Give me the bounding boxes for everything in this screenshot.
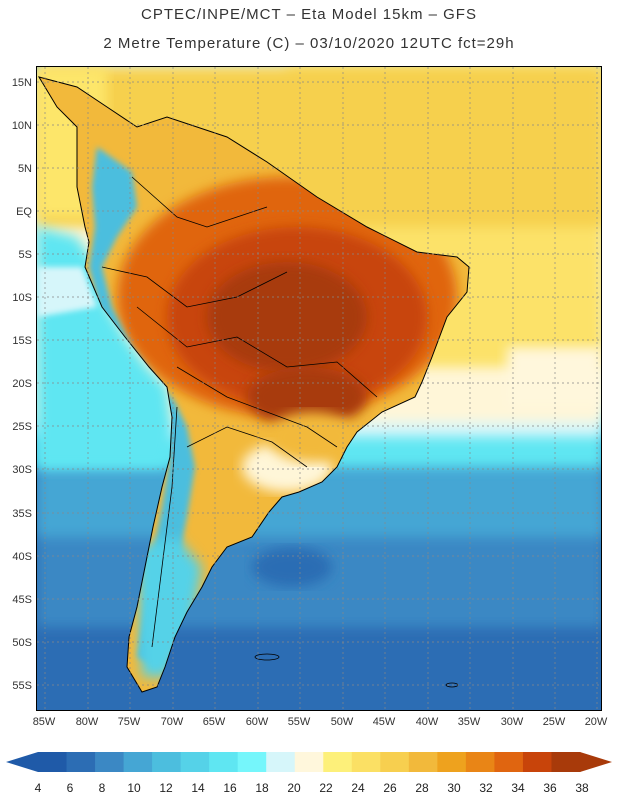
colorbar-cell xyxy=(266,752,296,772)
lat-label-25s: 25S xyxy=(12,421,32,433)
lon-label-55w: 55W xyxy=(287,716,311,728)
land-south-warm xyxy=(267,412,357,462)
colorbar-label-6: 6 xyxy=(66,781,74,795)
colorbar-cell xyxy=(408,752,438,772)
lon-label-25w: 25W xyxy=(542,716,566,728)
land-hot-core-2 xyxy=(247,367,367,427)
colorbar-label-36: 36 xyxy=(543,781,557,795)
border-south-central xyxy=(176,366,338,448)
colorbar-label-38: 38 xyxy=(575,781,589,795)
colorbar-label-4: 4 xyxy=(34,781,42,795)
colorbar-label-20: 20 xyxy=(287,781,301,795)
colorbar-cell xyxy=(123,752,153,772)
colorbar-label-14: 14 xyxy=(191,781,205,795)
colorbar-cell xyxy=(237,752,267,772)
andes-cold-band xyxy=(89,147,195,667)
colorbar-cell xyxy=(66,752,96,772)
title-line-1: CPTEC/INPE/MCT – Eta Model 15km – GFS xyxy=(141,6,477,23)
colorbar-label-8: 8 xyxy=(98,781,106,795)
ocean-pacific-eq xyxy=(37,267,97,317)
border-andes xyxy=(151,406,178,648)
colorbar-label-26: 26 xyxy=(383,781,397,795)
colorbar-cell xyxy=(494,752,524,772)
lat-label-50s: 50S xyxy=(12,637,32,649)
lon-label-20w: 20W xyxy=(584,716,608,728)
lat-label-5s: 5S xyxy=(18,249,32,261)
colorbar-label-22: 22 xyxy=(319,781,333,795)
lat-label-20s: 20S xyxy=(12,378,32,390)
colorbar-cell xyxy=(351,752,381,772)
colorbar-cell xyxy=(95,752,125,772)
lon-label-85w: 85W xyxy=(32,716,56,728)
lon-label-50w: 50W xyxy=(330,716,354,728)
colorbar-cells xyxy=(38,752,581,772)
lat-label-40s: 40S xyxy=(12,551,32,563)
lon-label-45w: 45W xyxy=(372,716,396,728)
colorbar-label-16: 16 xyxy=(223,781,237,795)
colorbar-label-28: 28 xyxy=(415,781,429,795)
lat-label-45s: 45S xyxy=(12,594,32,606)
ocean-atlantic-pale xyxy=(507,347,601,407)
colorbar-label-32: 32 xyxy=(479,781,493,795)
lat-label-55s: 55S xyxy=(12,680,32,692)
colorbar-cell xyxy=(152,752,182,772)
colorbar-label-12: 12 xyxy=(159,781,173,795)
title-line-2: 2 Metre Temperature (C) – 03/10/2020 12U… xyxy=(103,35,515,52)
border-amazon xyxy=(101,266,288,308)
lat-label-15s: 15S xyxy=(12,335,32,347)
lon-label-35w: 35W xyxy=(457,716,481,728)
colorbar-cell xyxy=(294,752,324,772)
lon-label-80w: 80W xyxy=(75,716,99,728)
border-south xyxy=(186,426,308,468)
lon-label-75w: 75W xyxy=(117,716,141,728)
lat-label-10s: 10S xyxy=(12,292,32,304)
colorbar-cell xyxy=(522,752,552,772)
colorbar-label-30: 30 xyxy=(447,781,461,795)
temperature-map xyxy=(36,66,602,711)
colorbar xyxy=(6,752,612,772)
colorbar-label-10: 10 xyxy=(127,781,141,795)
colorbar-cell xyxy=(209,752,239,772)
coastline xyxy=(37,76,470,693)
colorbar-label-34: 34 xyxy=(511,781,525,795)
lat-label-eq: EQ xyxy=(16,206,32,218)
colorbar-cell xyxy=(380,752,410,772)
lat-label-35s: 35S xyxy=(12,508,32,520)
colorbar-over-arrow xyxy=(580,752,612,772)
border-north xyxy=(131,176,268,228)
lon-label-70w: 70W xyxy=(160,716,184,728)
ocean-cold-patch xyxy=(252,547,332,587)
lon-label-30w: 30W xyxy=(500,716,524,728)
colorbar-cell xyxy=(180,752,210,772)
graticule xyxy=(37,67,601,710)
colorbar-under-arrow xyxy=(6,752,38,772)
lat-label-15n: 15N xyxy=(11,77,32,89)
lat-label-5n: 5N xyxy=(17,163,32,175)
colorbar-cell xyxy=(437,752,467,772)
colorbar-label-18: 18 xyxy=(255,781,269,795)
land-field xyxy=(37,76,470,693)
lon-label-60w: 60W xyxy=(245,716,269,728)
colorbar-cell xyxy=(465,752,495,772)
colorbar-cell xyxy=(551,752,581,772)
colorbar-label-24: 24 xyxy=(351,781,365,795)
lat-label-30s: 30S xyxy=(12,464,32,476)
map-canvas xyxy=(37,67,601,710)
lon-label-40w: 40W xyxy=(415,716,439,728)
land-hot-core xyxy=(207,262,367,372)
colorbar-cell xyxy=(323,752,353,772)
lon-label-65w: 65W xyxy=(202,716,226,728)
lat-label-10n: 10N xyxy=(11,120,32,132)
falkland-islands xyxy=(254,653,280,661)
colorbar-cell xyxy=(38,752,68,772)
